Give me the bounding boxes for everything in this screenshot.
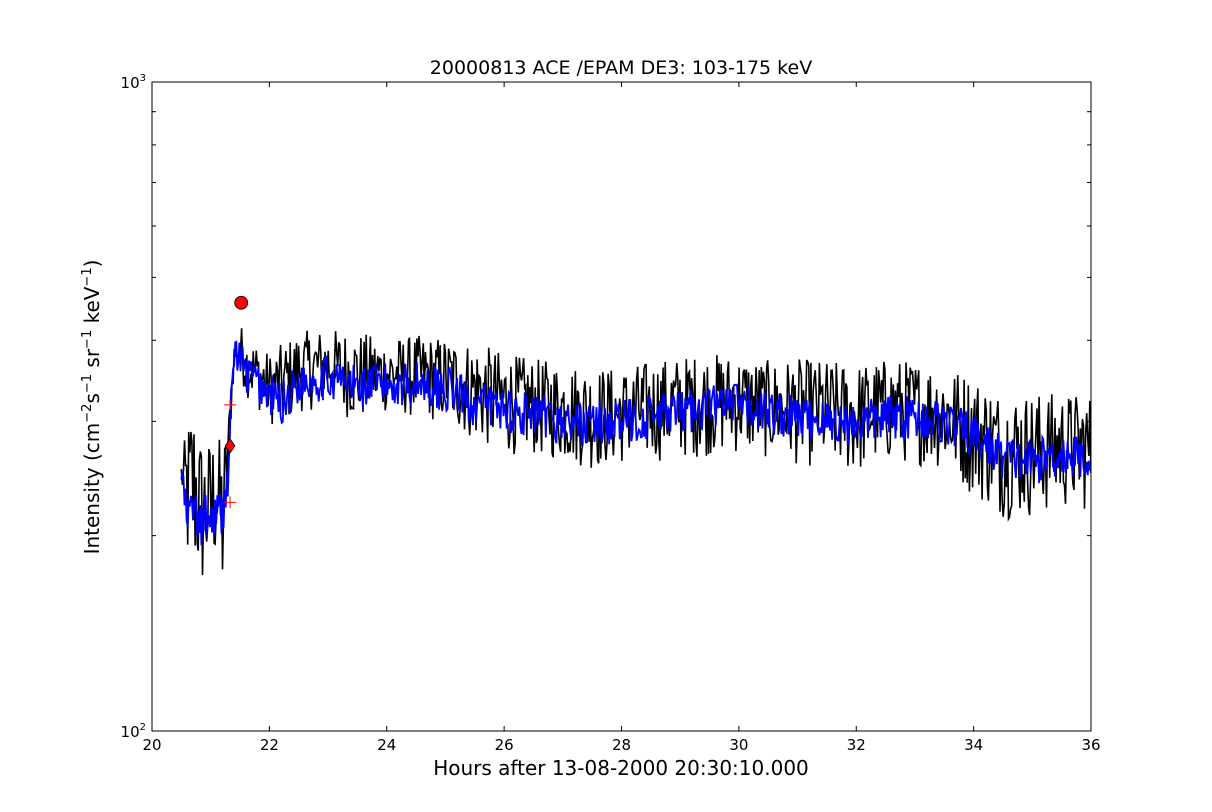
chart-title: 20000813 ACE /EPAM DE3: 103-175 keV — [430, 57, 812, 79]
plus-marker-2 — [224, 398, 237, 411]
x-tick-label: 20 — [142, 736, 161, 754]
y-axis-label-sup4: −1 — [80, 267, 95, 286]
y-axis-label-sup2: −1 — [80, 374, 95, 393]
smoothed-data-series — [180, 340, 1091, 546]
onset-diamond-marker — [224, 438, 236, 454]
event-markers — [224, 295, 249, 509]
y-axis-label-sup3: −1 — [80, 330, 95, 349]
y-axis-label-sr: sr — [80, 348, 104, 374]
y-tick-label: 103 — [121, 73, 146, 92]
x-tick-label: 32 — [847, 736, 866, 754]
x-tick-label: 34 — [964, 736, 983, 754]
x-tick-label: 22 — [260, 736, 279, 754]
x-tick-label: 26 — [495, 736, 514, 754]
y-tick-label: 102 — [121, 722, 146, 741]
y-axis-label-kev: keV — [80, 286, 104, 330]
x-tick-label: 36 — [1081, 736, 1100, 754]
x-tick-label: 28 — [612, 736, 631, 754]
y-axis: 102 103 — [121, 73, 1091, 741]
y-axis-label-sup1: −2 — [80, 404, 95, 423]
x-tick-label: 30 — [729, 736, 748, 754]
plus-marker-3 — [224, 496, 237, 509]
onset-circle-marker — [234, 295, 249, 310]
y-axis-label-close: ) — [80, 260, 104, 268]
x-tick-label: 24 — [377, 736, 396, 754]
smoothed-intensity-line-0 — [180, 340, 1091, 546]
y-axis-label: Intensity (cm−2s−1 sr−1 keV−1) — [80, 260, 104, 555]
x-axis-label: Hours after 13-08-2000 20:30:10.000 — [433, 756, 809, 780]
y-axis-label-main: Intensity (cm — [80, 423, 104, 555]
y-axis-label-s: s — [80, 393, 104, 403]
x-axis: 20 22 24 26 28 30 32 34 36 — [142, 82, 1101, 754]
plot-area — [180, 295, 1091, 576]
